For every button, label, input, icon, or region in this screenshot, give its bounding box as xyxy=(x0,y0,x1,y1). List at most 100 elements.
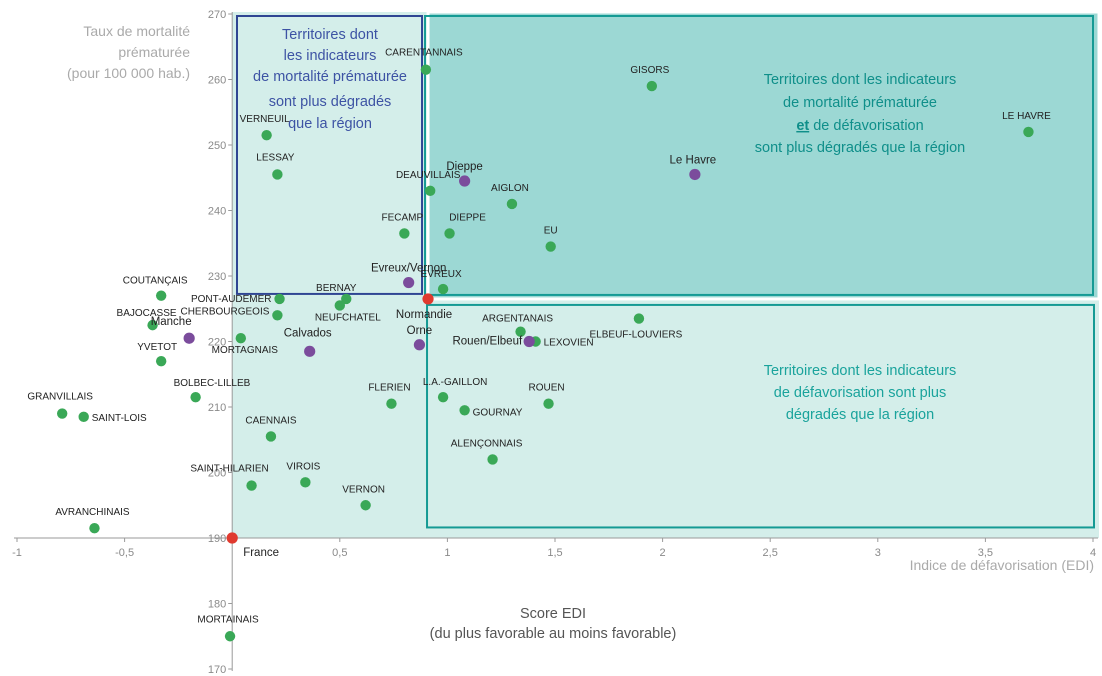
x-tick-label: -1 xyxy=(12,547,22,559)
label-vernon: VERNON xyxy=(342,484,385,495)
point-granvillais xyxy=(56,408,68,419)
label-eu: EU xyxy=(544,226,558,237)
point-l-a-gaillon xyxy=(437,391,449,403)
y-tick-label: 270 xyxy=(208,9,226,21)
point-france xyxy=(226,532,238,544)
axes xyxy=(14,12,1098,671)
label-l-a-gaillon: L.A.-GAILLON xyxy=(423,377,487,388)
label-lessay: LESSAY xyxy=(256,152,294,163)
point-normandie xyxy=(422,293,434,305)
label-mortagnais: MORTAGNAIS xyxy=(212,345,279,356)
x-tick-label: 3 xyxy=(875,547,881,559)
point-bernay xyxy=(341,293,352,305)
label-le-havre: Le Havre xyxy=(670,154,717,166)
point-neufchatel xyxy=(334,300,345,311)
point-dieppe xyxy=(459,175,471,187)
point-mortagnais xyxy=(235,333,247,344)
y-tick-label: 230 xyxy=(208,271,226,283)
y-tick-label: 240 xyxy=(208,206,226,218)
label-yvetot: YVETOT xyxy=(137,342,177,353)
label-normandie: Normandie xyxy=(396,309,452,321)
x-tick-label: 3,5 xyxy=(978,547,993,559)
point-vernon xyxy=(360,500,371,511)
point-mortainais xyxy=(224,631,236,642)
label-alenconnais: ALENÇONNAIS xyxy=(451,438,523,449)
label-verneuil: VERNEUIL xyxy=(240,114,290,125)
point-aiglon xyxy=(506,198,518,210)
point-flerien xyxy=(386,398,397,409)
point-saint-lois xyxy=(78,411,89,423)
label-saint-lois: SAINT-LOIS xyxy=(92,413,147,424)
dual-region-text-line: et de défavorisation xyxy=(796,118,923,134)
point-gournay xyxy=(459,405,470,416)
point-bajocasse xyxy=(147,319,158,331)
dual-region-text-line: de mortalité prématurée xyxy=(783,95,937,111)
point-rouen-elbeuf xyxy=(523,335,535,348)
y-tick-label: 220 xyxy=(208,337,226,349)
x-tick-label: 1,5 xyxy=(547,547,562,559)
label-virois: VIROIS xyxy=(286,461,320,472)
label-lexovien: LEXOVIEN xyxy=(544,338,594,349)
y-tick-label: 250 xyxy=(208,140,226,152)
x-tick-label: 4 xyxy=(1090,547,1096,559)
point-deauvillais xyxy=(424,185,436,197)
y-tick-label: 190 xyxy=(208,533,226,545)
deprivation-region-box xyxy=(426,303,1096,529)
label-carentannais: CARENTANNAIS xyxy=(385,48,463,59)
label-caennais: CAENNAIS xyxy=(245,415,296,426)
point-elbeuf-louviers xyxy=(633,313,645,324)
label-elbeuf-louviers: ELBEUF-LOUVIERS xyxy=(590,330,683,341)
mortality-region-text-line: sont plus dégradés xyxy=(269,94,392,110)
y-tick-label: 210 xyxy=(208,402,226,414)
score-edi-subtitle: (du plus favorable au moins favorable) xyxy=(430,626,677,642)
mortality-region-box xyxy=(236,15,424,295)
point-le-havre xyxy=(689,168,701,181)
point-fecamp xyxy=(399,228,410,239)
label-dieppe: DIEPPE xyxy=(449,212,486,223)
point-orne xyxy=(413,339,426,351)
label-calvados: Calvados xyxy=(284,327,332,339)
label-gisors: GISORS xyxy=(630,65,669,76)
label-manche: Manche xyxy=(151,316,192,328)
label-bernay: BERNAY xyxy=(316,283,357,294)
point-coutancais xyxy=(155,290,167,301)
x-axis-title: Indice de défavorisation (EDI) xyxy=(910,557,1094,573)
label-orne: Orne xyxy=(407,325,433,337)
label-pont-audemer: PONT-AUDEMER xyxy=(191,294,272,305)
point-le-havre xyxy=(1023,126,1034,138)
label-gournay: GOURNAY xyxy=(473,407,523,418)
point-caennais xyxy=(265,431,277,442)
label-deauvillais: DEAUVILLAIS xyxy=(396,170,461,181)
dual-region-text-line: Territoires dont les indicateurs xyxy=(764,72,957,88)
point-gisors xyxy=(646,80,658,92)
label-coutancais: COUTANÇAIS xyxy=(123,276,188,287)
mortality-region-text-line: les indicateurs xyxy=(284,48,377,64)
label-rouen: ROUEN xyxy=(528,383,564,394)
point-dieppe xyxy=(444,228,455,239)
dual-area-white-border xyxy=(426,10,1101,301)
label-cherbourgeois: CHERBOURGEOIS xyxy=(180,306,269,317)
label-evreux-vernon: Evreux/Vernon xyxy=(371,263,446,275)
x-tick-label: 0,5 xyxy=(332,547,347,559)
point-virois xyxy=(300,477,311,488)
underlined-word: et xyxy=(796,118,809,134)
dual-region-text-line: sont plus dégradés que la région xyxy=(755,140,965,156)
x-tick-label: 2 xyxy=(660,547,666,559)
quadrant-boxes xyxy=(236,15,1096,529)
label-avranchinais: AVRANCHINAIS xyxy=(55,507,130,518)
deprivation-region-text-line: dégradés que la région xyxy=(786,407,934,423)
x-tick-label: 1 xyxy=(444,547,450,559)
y-tick-label: 260 xyxy=(208,75,226,87)
point-calvados xyxy=(304,345,316,357)
label-le-havre: LE HAVRE xyxy=(1002,111,1051,122)
point-yvetot xyxy=(155,355,167,367)
label-evreux: EVREUX xyxy=(421,269,462,280)
label-bajocasse: BAJOCASSE xyxy=(117,308,177,319)
label-argentanais: ARGENTANAIS xyxy=(482,314,553,325)
mortality-region-text-line: que la région xyxy=(288,116,372,132)
label-mortainais: MORTAINAIS xyxy=(197,614,259,625)
point-alenconnais xyxy=(487,454,498,465)
point-saint-hilarien xyxy=(246,480,257,491)
score-edi-title: Score EDI xyxy=(520,606,586,622)
